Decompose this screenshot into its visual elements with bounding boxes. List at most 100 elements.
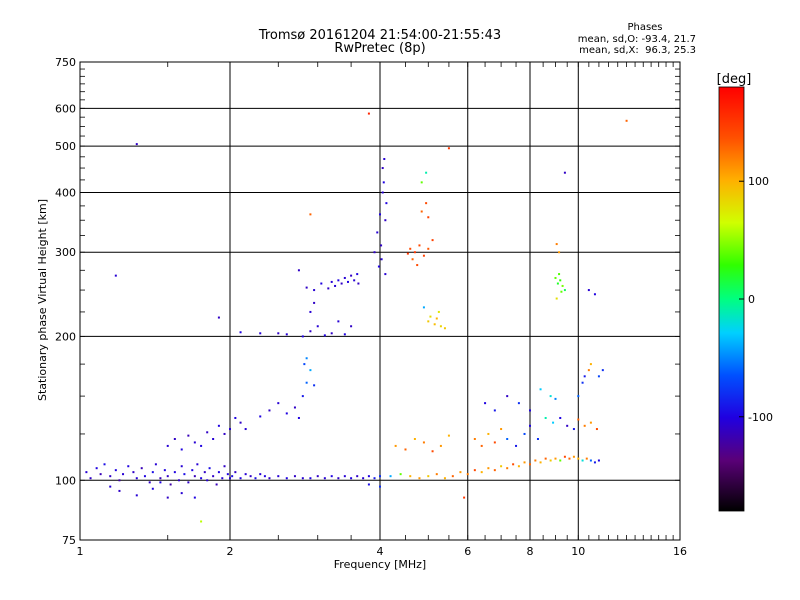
data-point <box>413 251 416 254</box>
data-point <box>169 483 172 486</box>
data-point <box>429 315 432 318</box>
data-point <box>383 158 386 161</box>
data-point <box>244 473 247 476</box>
data-point <box>200 444 203 447</box>
data-point <box>597 375 600 378</box>
phase-stats-heading: Phases <box>627 22 662 33</box>
data-point <box>330 332 333 335</box>
data-point <box>409 247 412 250</box>
data-point <box>140 467 143 470</box>
data-point <box>297 269 300 272</box>
data-point <box>367 475 370 478</box>
data-point <box>431 450 434 453</box>
data-point <box>425 171 428 174</box>
data-point <box>334 284 337 287</box>
y-tick-label: 300 <box>55 246 76 259</box>
data-point <box>85 471 88 474</box>
data-point <box>362 477 365 480</box>
data-point <box>166 475 169 478</box>
data-point <box>320 282 323 285</box>
data-point <box>309 310 312 313</box>
data-point <box>517 402 520 405</box>
data-point <box>512 463 515 466</box>
data-point <box>487 467 490 470</box>
data-point <box>422 441 425 444</box>
data-point <box>399 473 402 476</box>
data-point <box>89 477 92 480</box>
y-tick-label: 400 <box>55 186 76 199</box>
data-point <box>122 473 125 476</box>
x-tick-label: 10 <box>571 545 585 558</box>
data-point <box>323 334 326 337</box>
colorbar-tick-label: 0 <box>748 293 755 306</box>
data-point <box>380 244 383 247</box>
data-point <box>309 213 312 216</box>
data-point <box>309 477 312 480</box>
data-point <box>384 273 387 276</box>
data-point <box>517 465 520 468</box>
data-point <box>373 477 376 480</box>
data-point <box>173 437 176 440</box>
data-point <box>379 485 381 488</box>
data-point <box>529 463 531 466</box>
data-point <box>309 369 312 372</box>
data-point <box>239 421 242 424</box>
data-point <box>221 477 224 480</box>
data-point <box>625 119 628 122</box>
y-axis-ticks: 75 100 200 300 400 500 600 750 <box>55 56 680 547</box>
data-point <box>177 479 180 482</box>
colorbar-tick-label: -100 <box>748 411 773 424</box>
data-point <box>583 424 586 427</box>
data-point <box>249 475 252 478</box>
data-point <box>529 424 531 427</box>
data-point <box>313 301 316 304</box>
data-point <box>484 402 487 405</box>
data-point <box>480 444 483 447</box>
data-point <box>379 213 381 216</box>
data-point <box>118 479 121 482</box>
data-point <box>143 475 146 478</box>
data-point <box>277 475 280 478</box>
data-point <box>568 457 571 460</box>
data-point <box>443 477 446 480</box>
x-tick-label: 16 <box>673 545 687 558</box>
data-point <box>356 475 359 478</box>
data-point <box>163 469 166 472</box>
data-point <box>506 437 509 440</box>
data-point <box>223 432 226 435</box>
data-points <box>85 112 628 523</box>
data-point <box>427 320 430 323</box>
data-point <box>350 274 353 277</box>
data-point <box>239 331 242 334</box>
data-point <box>404 448 407 451</box>
y-tick-label: 100 <box>55 474 76 487</box>
data-point <box>506 395 509 398</box>
data-point <box>549 395 552 398</box>
data-point <box>381 191 384 194</box>
data-point <box>420 181 423 184</box>
data-point <box>215 483 218 486</box>
data-point <box>268 409 271 412</box>
gridlines <box>79 61 681 541</box>
data-point <box>305 381 308 384</box>
data-point <box>427 247 430 250</box>
data-point <box>301 335 304 338</box>
data-point <box>555 243 558 246</box>
data-point <box>350 325 353 328</box>
colorbar-unit-label: [deg] <box>717 72 752 87</box>
data-point <box>305 286 308 289</box>
data-point <box>447 147 450 150</box>
data-point <box>357 282 360 285</box>
data-point <box>303 363 306 366</box>
data-point <box>437 310 440 313</box>
y-tick-label: 75 <box>62 534 76 547</box>
data-point <box>356 273 359 276</box>
data-point <box>323 477 326 480</box>
data-point <box>385 202 388 205</box>
data-point <box>418 477 421 480</box>
data-point <box>577 457 580 460</box>
data-point <box>327 287 330 290</box>
x-tick-label: 8 <box>527 545 534 558</box>
data-point <box>340 282 343 285</box>
data-point <box>196 463 199 466</box>
